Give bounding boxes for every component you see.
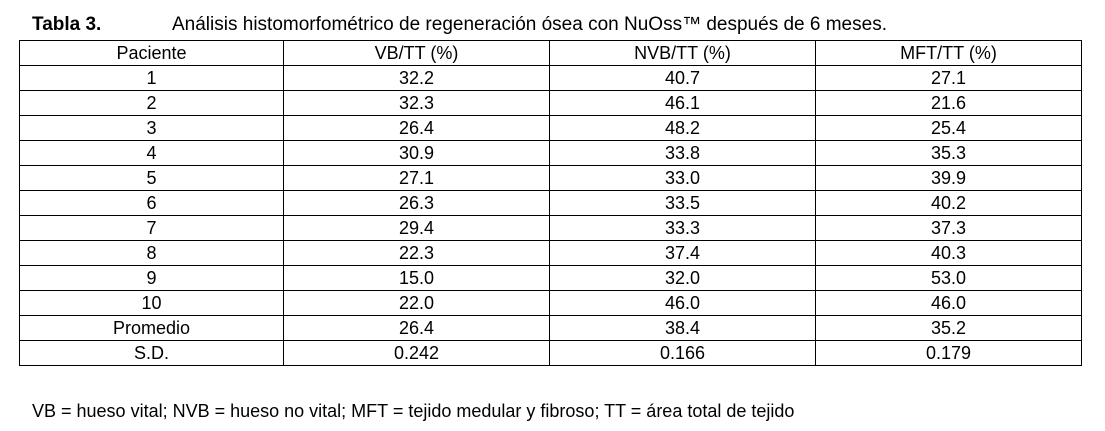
table-row: 9 15.0 32.0 53.0 xyxy=(19,265,1082,291)
table-cell-vb-tt: 26.4 xyxy=(283,115,550,141)
table-cell-nvb-tt: 46.0 xyxy=(549,290,816,316)
table-cell-vb-tt: 32.3 xyxy=(283,90,550,116)
table-cell-paciente: 7 xyxy=(19,215,284,241)
table-cell-nvb-tt: 33.3 xyxy=(549,215,816,241)
table-cell-nvb-tt: 40.7 xyxy=(549,65,816,91)
table-cell-vb-tt: 22.0 xyxy=(283,290,550,316)
table-header-row: Paciente VB/TT (%) NVB/TT (%) MFT/TT (%) xyxy=(19,40,1082,66)
table-cell-vb-tt: 26.4 xyxy=(283,315,550,341)
table-cell-paciente: S.D. xyxy=(19,340,284,366)
table-cell-mft-tt: 35.2 xyxy=(815,315,1082,341)
table-cell-nvb-tt: 46.1 xyxy=(549,90,816,116)
table-cell-paciente: 8 xyxy=(19,240,284,266)
column-header-vb-tt: VB/TT (%) xyxy=(283,40,550,66)
table-body: 1 32.2 40.7 27.1 2 32.3 46.1 21.6 3 26.4 48.2 25.4 4… xyxy=(19,65,1082,366)
table-cell-nvb-tt: 33.0 xyxy=(549,165,816,191)
table-cell-mft-tt: 53.0 xyxy=(815,265,1082,291)
table-cell-vb-tt: 30.9 xyxy=(283,140,550,166)
table-cell-vb-tt: 26.3 xyxy=(283,190,550,216)
table-cell-vb-tt: 15.0 xyxy=(283,265,550,291)
table-cell-mft-tt: 40.3 xyxy=(815,240,1082,266)
table-row: 7 29.4 33.3 37.3 xyxy=(19,215,1082,241)
table-cell-nvb-tt: 48.2 xyxy=(549,115,816,141)
table-row: 6 26.3 33.5 40.2 xyxy=(19,190,1082,216)
table-cell-nvb-tt: 37.4 xyxy=(549,240,816,266)
table-cell-mft-tt: 40.2 xyxy=(815,190,1082,216)
table-cell-mft-tt: 46.0 xyxy=(815,290,1082,316)
table-cell-nvb-tt: 32.0 xyxy=(549,265,816,291)
table-row: S.D. 0.242 0.166 0.179 xyxy=(19,340,1082,366)
table-cell-mft-tt: 35.3 xyxy=(815,140,1082,166)
table-cell-paciente: 4 xyxy=(19,140,284,166)
table-cell-paciente: Promedio xyxy=(19,315,284,341)
column-header-paciente: Paciente xyxy=(19,40,284,66)
table-row: Promedio 26.4 38.4 35.2 xyxy=(19,315,1082,341)
table-cell-paciente: 3 xyxy=(19,115,284,141)
table-cell-mft-tt: 37.3 xyxy=(815,215,1082,241)
table-cell-nvb-tt: 33.8 xyxy=(549,140,816,166)
table-row: 1 32.2 40.7 27.1 xyxy=(19,65,1082,91)
table-row: 2 32.3 46.1 21.6 xyxy=(19,90,1082,116)
table-caption: Tabla 3. Análisis histomorfométrico de re… xyxy=(32,12,887,38)
table-cell-paciente: 9 xyxy=(19,265,284,291)
table-row: 3 26.4 48.2 25.4 xyxy=(19,115,1082,141)
table-cell-nvb-tt: 38.4 xyxy=(549,315,816,341)
table-cell-paciente: 2 xyxy=(19,90,284,116)
table-cell-paciente: 5 xyxy=(19,165,284,191)
table-cell-vb-tt: 22.3 xyxy=(283,240,550,266)
table-caption-text: Análisis histomorfométrico de regeneraci… xyxy=(172,14,887,35)
table-cell-nvb-tt: 0.166 xyxy=(549,340,816,366)
table-cell-mft-tt: 21.6 xyxy=(815,90,1082,116)
table-cell-mft-tt: 27.1 xyxy=(815,65,1082,91)
table-cell-vb-tt: 27.1 xyxy=(283,165,550,191)
table-cell-mft-tt: 0.179 xyxy=(815,340,1082,366)
table-row: 4 30.9 33.8 35.3 xyxy=(19,140,1082,166)
column-header-nvb-tt: NVB/TT (%) xyxy=(549,40,816,66)
table-cell-mft-tt: 25.4 xyxy=(815,115,1082,141)
table-cell-vb-tt: 0.242 xyxy=(283,340,550,366)
table-caption-label: Tabla 3. xyxy=(32,14,102,35)
table-footnote: VB = hueso vital; NVB = hueso no vital; … xyxy=(32,401,795,421)
histomorphometric-table: Paciente VB/TT (%) NVB/TT (%) MFT/TT (%)… xyxy=(19,40,1082,366)
table-row: 5 27.1 33.0 39.9 xyxy=(19,165,1082,191)
table-cell-vb-tt: 29.4 xyxy=(283,215,550,241)
table-cell-nvb-tt: 33.5 xyxy=(549,190,816,216)
table-cell-vb-tt: 32.2 xyxy=(283,65,550,91)
table-cell-paciente: 6 xyxy=(19,190,284,216)
table-cell-paciente: 1 xyxy=(19,65,284,91)
table-row: 8 22.3 37.4 40.3 xyxy=(19,240,1082,266)
column-header-mft-tt: MFT/TT (%) xyxy=(815,40,1082,66)
table-cell-mft-tt: 39.9 xyxy=(815,165,1082,191)
table-row: 10 22.0 46.0 46.0 xyxy=(19,290,1082,316)
table-cell-paciente: 10 xyxy=(19,290,284,316)
